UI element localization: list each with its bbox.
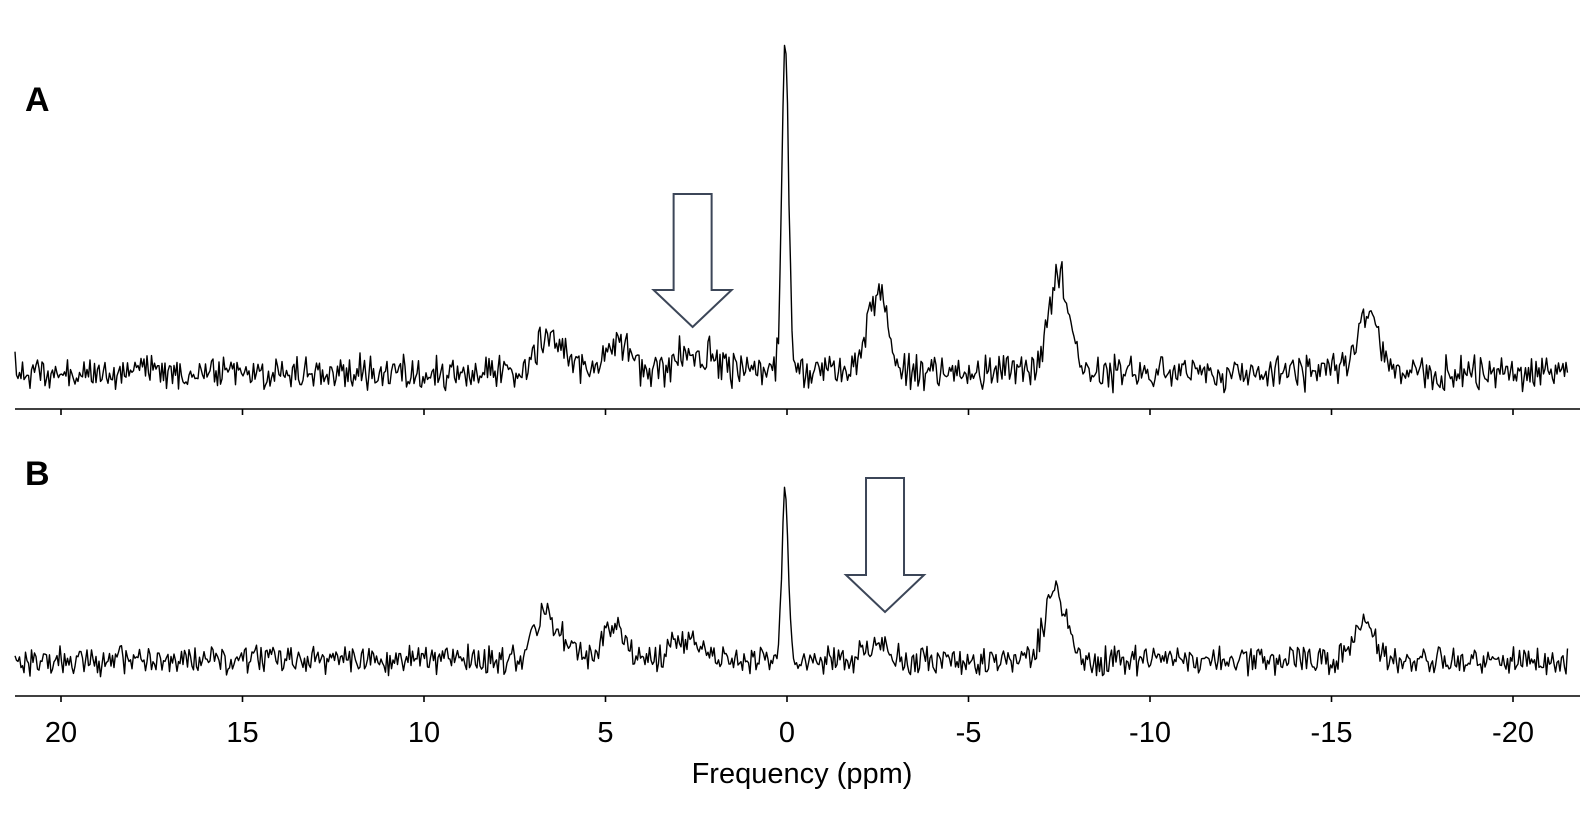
x-tick-label: -20 [1492,717,1534,749]
x-tick-label: 20 [45,717,77,749]
panel-a-ticks [60,409,1514,415]
panel-b: B [14,455,1580,702]
x-tick-label: 5 [597,717,613,749]
panel-b-label: B [25,455,50,493]
x-tick-label: 0 [779,717,795,749]
x-tick-label: -10 [1129,717,1171,749]
x-tick-label: 10 [408,717,440,749]
panel-a: A [14,44,1580,415]
panel-b-ticks [60,696,1514,702]
x-tick-label: 15 [226,717,258,749]
x-tick-labels: 20 15 10 5 0 -5 -10 -15 -20 [45,717,1534,749]
x-tick-label: -15 [1311,717,1353,749]
panel-a-label: A [25,81,50,119]
panel-b-arrow-indicator [843,477,927,614]
panel-a-arrow-indicator [651,193,735,329]
x-tick-label: -5 [956,717,982,749]
spectrum-b-line [14,486,1569,678]
x-axis-title: Frequency (ppm) [692,758,913,790]
spectrum-a-line [14,44,1569,394]
